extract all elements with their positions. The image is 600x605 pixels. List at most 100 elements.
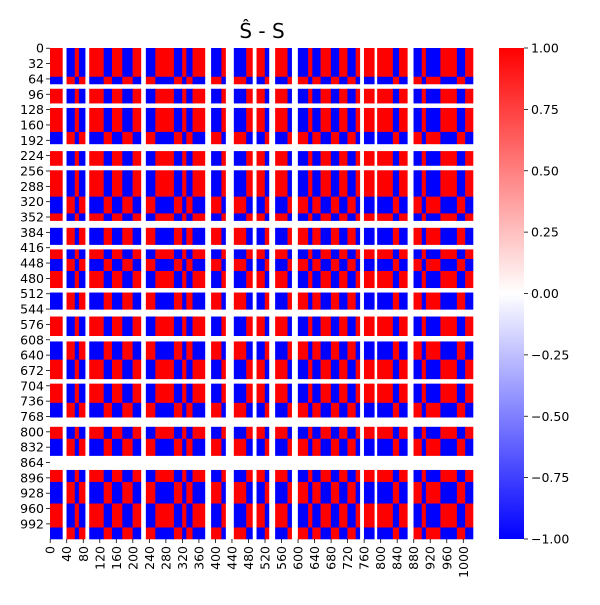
heatmap-cell-596 [287, 316, 292, 336]
heatmap-cell-651 [421, 341, 427, 360]
heatmap-cell-409 [465, 227, 474, 245]
heatmap-cell-590 [221, 316, 226, 336]
heatmap-cell-270 [308, 170, 313, 197]
heatmap-cell-541 [132, 292, 142, 310]
heatmap-cell-439 [347, 249, 356, 260]
heatmap-cell-584 [155, 316, 175, 336]
heatmap-cell-827 [122, 438, 133, 456]
heatmap-cell-786 [122, 426, 133, 440]
y-tick-label-32: 32 [28, 56, 44, 71]
heatmap-cell-839 [256, 438, 266, 456]
heatmap-cell-950 [122, 503, 133, 528]
heatmap-cell-978 [413, 503, 423, 528]
heatmap-cell-727 [355, 383, 361, 404]
heatmap-cell-381 [182, 227, 187, 245]
colorbar [499, 48, 524, 539]
heatmap-cell-535 [74, 292, 80, 310]
heatmap-cell-783 [89, 426, 104, 440]
heatmap-cell-698 [66, 383, 76, 404]
heatmap-cell-7 [122, 48, 133, 78]
heatmap-cell-298 [173, 196, 183, 214]
heatmap-cell-161 [440, 107, 458, 133]
heatmap-cell-84 [74, 88, 80, 104]
heatmap-cell-203 [456, 131, 466, 145]
heatmap-cell-417 [122, 249, 133, 260]
heatmap-cell-326 [456, 196, 466, 214]
x-tick-label-200: 200 [125, 546, 140, 570]
x-tick-label-800: 800 [373, 546, 388, 570]
heatmap-cell-748 [155, 402, 175, 418]
heatmap-cell-1016 [377, 527, 394, 540]
heatmap-cell-881 [264, 469, 270, 483]
heatmap-cell-396 [330, 227, 340, 245]
heatmap-cell-104 [287, 88, 292, 104]
heatmap-cell-369 [50, 227, 63, 245]
heatmap-cell-905 [78, 481, 86, 504]
heatmap-cell-988 [89, 527, 104, 540]
heatmap-cell-290 [78, 196, 86, 214]
heatmap-cell-450 [465, 249, 474, 260]
heatmap-cell-406 [425, 227, 441, 245]
y-tick-label-128: 128 [20, 102, 44, 117]
heatmap-cell-990 [111, 527, 123, 540]
heatmap-cell-612 [440, 316, 458, 336]
heatmap-cell-96 [192, 88, 206, 104]
heatmap-cell-551 [246, 292, 253, 310]
heatmap-cell-342 [192, 213, 206, 221]
heatmap-cell-459 [132, 258, 142, 272]
heatmap-cell-251 [103, 170, 113, 197]
heatmap-cell-797 [246, 426, 253, 440]
heatmap-cell-518 [320, 270, 332, 289]
heatmap-cell-13 [186, 48, 193, 78]
heatmap-cell-373 [89, 227, 104, 245]
heatmap-cell-819 [465, 426, 474, 440]
x-tick-label-1000: 1000 [456, 546, 471, 578]
heatmap-cell-520 [339, 270, 348, 289]
heatmap-cell-655 [465, 341, 474, 360]
heatmap-cell-223 [246, 151, 253, 166]
heatmap-cell-46 [103, 76, 113, 85]
heatmap-cell-20 [264, 48, 270, 78]
heatmap-cell-634 [256, 341, 266, 360]
heatmap-cell-11 [173, 48, 183, 78]
heatmap-cell-707 [155, 383, 175, 404]
heatmap-cell-261 [211, 170, 222, 197]
heatmap-cell-598 [308, 316, 313, 336]
heatmap-cell-126 [78, 107, 86, 133]
x-tick-label-600: 600 [291, 546, 306, 570]
heatmap-cell-497 [103, 270, 113, 289]
heatmap-cell-653 [440, 341, 458, 360]
heatmap-cell-547 [192, 292, 206, 310]
heatmap-cell-17 [233, 48, 247, 78]
heatmap-cell-791 [182, 426, 187, 440]
heatmap-cell-776 [440, 402, 458, 418]
y-tick-label-960: 960 [20, 501, 44, 516]
heatmap-cell-207 [74, 151, 80, 166]
heatmap-cell-953 [155, 503, 175, 528]
heatmap-cell-346 [246, 213, 253, 221]
heatmap-cell-818 [456, 426, 466, 440]
heatmap-cell-349 [275, 213, 288, 221]
heatmap-cell-480 [347, 258, 356, 272]
heatmap-cell-24 [308, 48, 313, 78]
heatmap-cell-454 [78, 258, 86, 272]
heatmap-cell-233 [339, 151, 348, 166]
heatmap-cell-685 [347, 359, 356, 380]
heatmap-cell-616 [66, 341, 76, 360]
heatmap-cell-167 [78, 131, 86, 145]
heatmap-cell-317 [355, 196, 361, 214]
heatmap-cell-798 [256, 426, 266, 440]
heatmap-cell-686 [355, 359, 361, 380]
heatmap-cell-162 [456, 107, 466, 133]
heatmap-cell-131 [132, 107, 142, 133]
heatmap-cell-296 [145, 196, 156, 214]
heatmap-cell-509 [233, 270, 247, 289]
heatmap-cell-779 [50, 426, 63, 440]
heatmap-cell-245 [465, 151, 474, 166]
heatmap-cell-22 [287, 48, 292, 78]
heatmap-cell-53 [182, 76, 187, 85]
heatmap-cell-404 [413, 227, 423, 245]
heatmap-cell-94 [182, 88, 187, 104]
heatmap-cell-345 [233, 213, 247, 221]
heatmap-cell-438 [339, 249, 348, 260]
